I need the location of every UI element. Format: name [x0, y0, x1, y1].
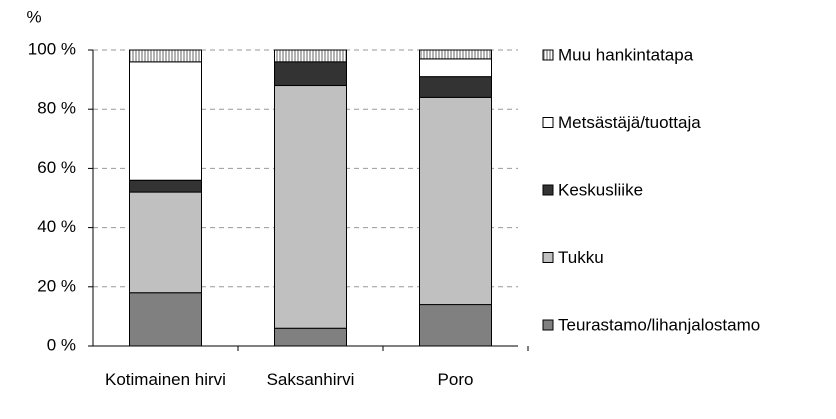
- y-tick-label: 100 %: [28, 39, 76, 58]
- y-axis-label: %: [26, 7, 41, 26]
- bar-segment: [419, 76, 492, 98]
- bar-segment: [419, 96, 492, 306]
- bar-segment: [274, 49, 347, 63]
- bar-segment: [129, 292, 202, 347]
- legend-swatch: [542, 49, 554, 61]
- x-tick-label: Poro: [437, 370, 474, 389]
- legend-label: Teurastamo/lihanjalostamo: [558, 315, 760, 334]
- bar-segment: [129, 49, 202, 63]
- legend-label: Tukku: [558, 248, 604, 267]
- bar-segment: [419, 304, 492, 347]
- y-tick-label: 20 %: [37, 276, 76, 295]
- bar-segment: [274, 61, 347, 87]
- legend-swatch: [542, 184, 554, 196]
- x-tick-label: Saksanhirvi: [266, 370, 355, 389]
- y-tick-label: 40 %: [37, 217, 76, 236]
- y-tick-label: 0 %: [47, 335, 76, 354]
- legend-swatch: [542, 252, 554, 263]
- bar-segment: [274, 85, 347, 329]
- bar-segment: [129, 179, 202, 193]
- legend-label: Muu hankintatapa: [558, 45, 694, 64]
- bar-segment: [129, 61, 202, 181]
- bar-segment: [419, 49, 492, 60]
- bar-segment: [419, 58, 492, 78]
- legend-swatch: [542, 319, 554, 331]
- legend-swatch: [542, 117, 554, 128]
- legend-label: Metsästäjä/tuottaja: [558, 113, 701, 132]
- x-tick-label: Kotimainen hirvi: [105, 370, 226, 389]
- legend-label: Keskusliike: [558, 180, 643, 199]
- y-tick-label: 80 %: [37, 99, 76, 118]
- bar-segment: [274, 327, 347, 347]
- y-tick-label: 60 %: [37, 158, 76, 177]
- bar-segment: [129, 191, 202, 294]
